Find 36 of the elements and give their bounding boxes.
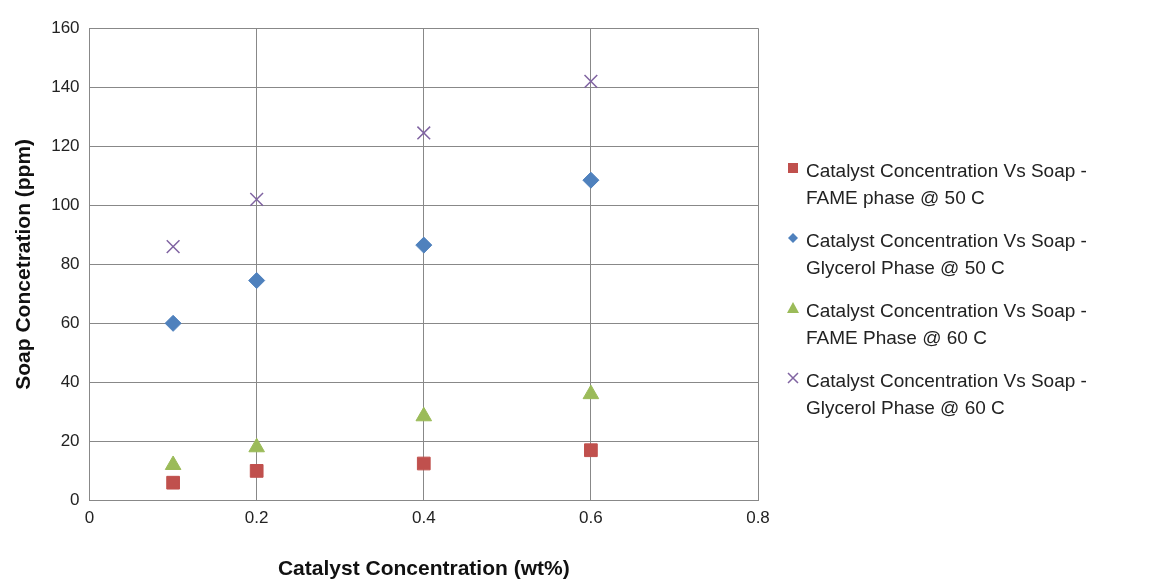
y-tick-label: 60	[60, 313, 80, 333]
point	[582, 384, 600, 400]
y-tick-label: 140	[51, 76, 80, 96]
x-tick-label: 0.4	[411, 508, 436, 528]
y-tick-label: 40	[60, 372, 80, 392]
point	[583, 74, 599, 89]
legend-label: Catalyst Concentration Vs Soap - FAME phase @ 50 C	[806, 159, 1088, 210]
point	[416, 456, 431, 471]
point	[584, 443, 598, 458]
point	[164, 314, 182, 332]
y-tick-label: 120	[51, 135, 80, 155]
point	[166, 239, 181, 254]
y-tick-label: 0	[70, 490, 80, 510]
legend-label: Catalyst Concentration Vs Soap - Glycerol Phase @ 50 C	[806, 229, 1088, 280]
y-tick-label: 20	[60, 431, 80, 451]
point	[416, 125, 431, 141]
point	[415, 406, 433, 422]
point	[249, 464, 264, 478]
point	[248, 437, 265, 453]
x-axis-title: Catalyst Concentration (wt%)	[277, 556, 570, 580]
point	[248, 272, 266, 290]
point	[249, 192, 264, 207]
legend-label: Catalyst Concentration Vs Soap - FAME Phase @ 60 C	[806, 299, 1088, 350]
legend-label: Catalyst Concentration Vs Soap - Glycerol Phase @ 60 C	[806, 369, 1088, 420]
x-tick-label: 0.2	[244, 508, 269, 528]
point	[582, 171, 600, 189]
y-tick-label: 160	[51, 17, 80, 37]
y-tick-label: 100	[51, 194, 80, 214]
y-tick-label: 80	[60, 253, 80, 273]
point	[166, 475, 180, 490]
point	[415, 236, 433, 254]
x-tick-label: 0.8	[746, 508, 770, 528]
y-axis-title: Soap Concetration (ppm)	[11, 138, 35, 390]
x-tick-label: 0	[84, 508, 95, 528]
point	[164, 455, 182, 470]
x-tick-label: 0.6	[579, 508, 603, 528]
